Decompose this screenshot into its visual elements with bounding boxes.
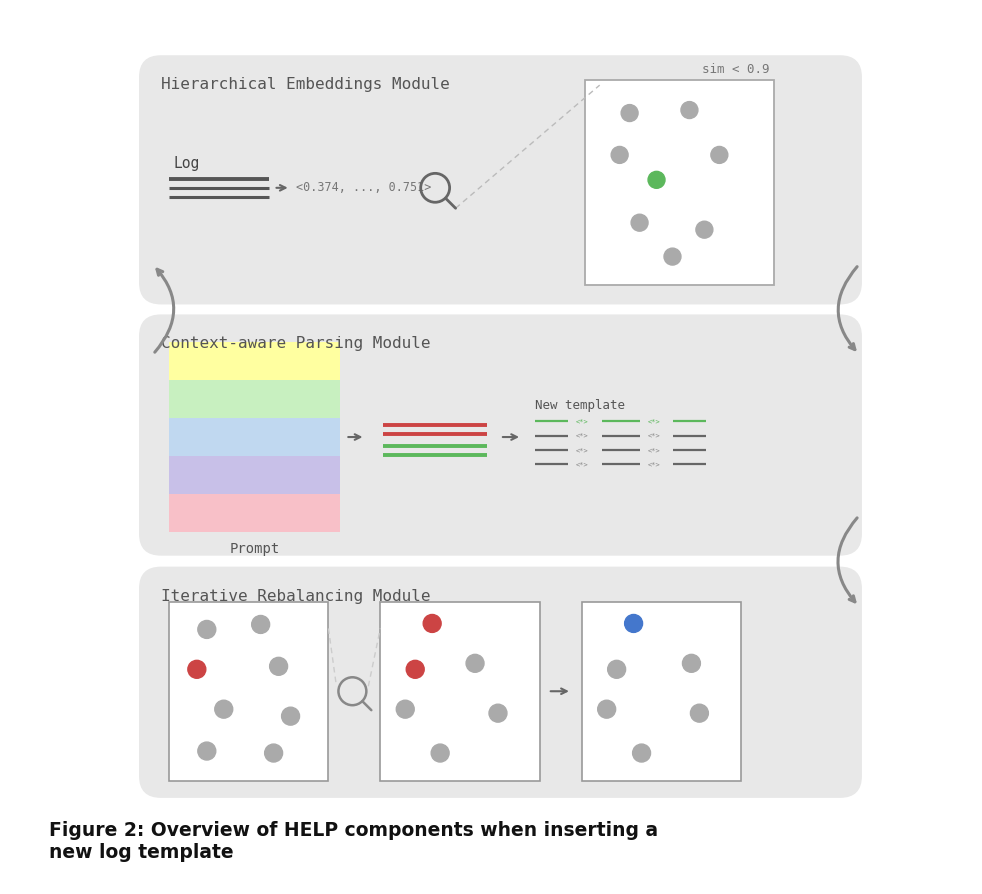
Circle shape [397,700,414,718]
Circle shape [264,744,283,762]
Text: Iterative Rebalancing Module: Iterative Rebalancing Module [161,588,430,603]
Text: <*>: <*> [647,418,660,424]
Circle shape [632,744,650,762]
Circle shape [608,661,626,679]
Bar [169,493,341,532]
Circle shape [489,704,507,722]
Bar [169,602,328,781]
Circle shape [282,707,300,725]
Circle shape [631,215,648,232]
Circle shape [622,105,638,122]
Text: New template: New template [535,399,625,412]
Circle shape [423,614,441,632]
Circle shape [648,172,665,189]
Circle shape [188,661,206,679]
Circle shape [598,700,616,718]
Text: Context-aware Parsing Module: Context-aware Parsing Module [161,336,430,351]
Circle shape [664,249,681,265]
Circle shape [197,620,216,638]
Circle shape [215,700,233,718]
Circle shape [681,102,698,119]
Bar [169,418,341,456]
Text: Log: Log [174,156,200,172]
Circle shape [251,615,270,634]
Text: sim < 0.9: sim < 0.9 [702,63,769,76]
Text: <*>: <*> [647,433,660,439]
Circle shape [431,744,449,762]
Circle shape [466,654,484,672]
Circle shape [696,221,713,238]
Text: Figure 2: Overview of HELP components when inserting a
new log template: Figure 2: Overview of HELP components wh… [49,821,658,862]
Circle shape [611,147,628,164]
Circle shape [625,614,642,632]
Circle shape [197,742,216,760]
Text: <*>: <*> [575,433,588,439]
Bar [169,342,341,380]
Text: <*>: <*> [575,461,588,468]
Text: Hierarchical Embeddings Module: Hierarchical Embeddings Module [161,77,450,92]
Circle shape [407,661,424,679]
Text: <*>: <*> [575,418,588,424]
Circle shape [270,657,288,675]
Bar [581,602,741,781]
Text: <0.374, ..., 0.751>: <0.374, ..., 0.751> [296,181,431,194]
Bar [169,380,341,418]
FancyBboxPatch shape [139,55,862,305]
Bar [169,456,341,493]
Text: <*>: <*> [647,461,660,468]
Bar [584,80,774,284]
Text: Prompt: Prompt [230,542,280,556]
FancyBboxPatch shape [139,315,862,556]
Circle shape [682,654,700,672]
Text: <*>: <*> [647,447,660,453]
FancyBboxPatch shape [139,567,862,798]
Circle shape [690,704,708,722]
Text: <*>: <*> [575,447,588,453]
Bar [380,602,540,781]
Circle shape [711,147,728,164]
